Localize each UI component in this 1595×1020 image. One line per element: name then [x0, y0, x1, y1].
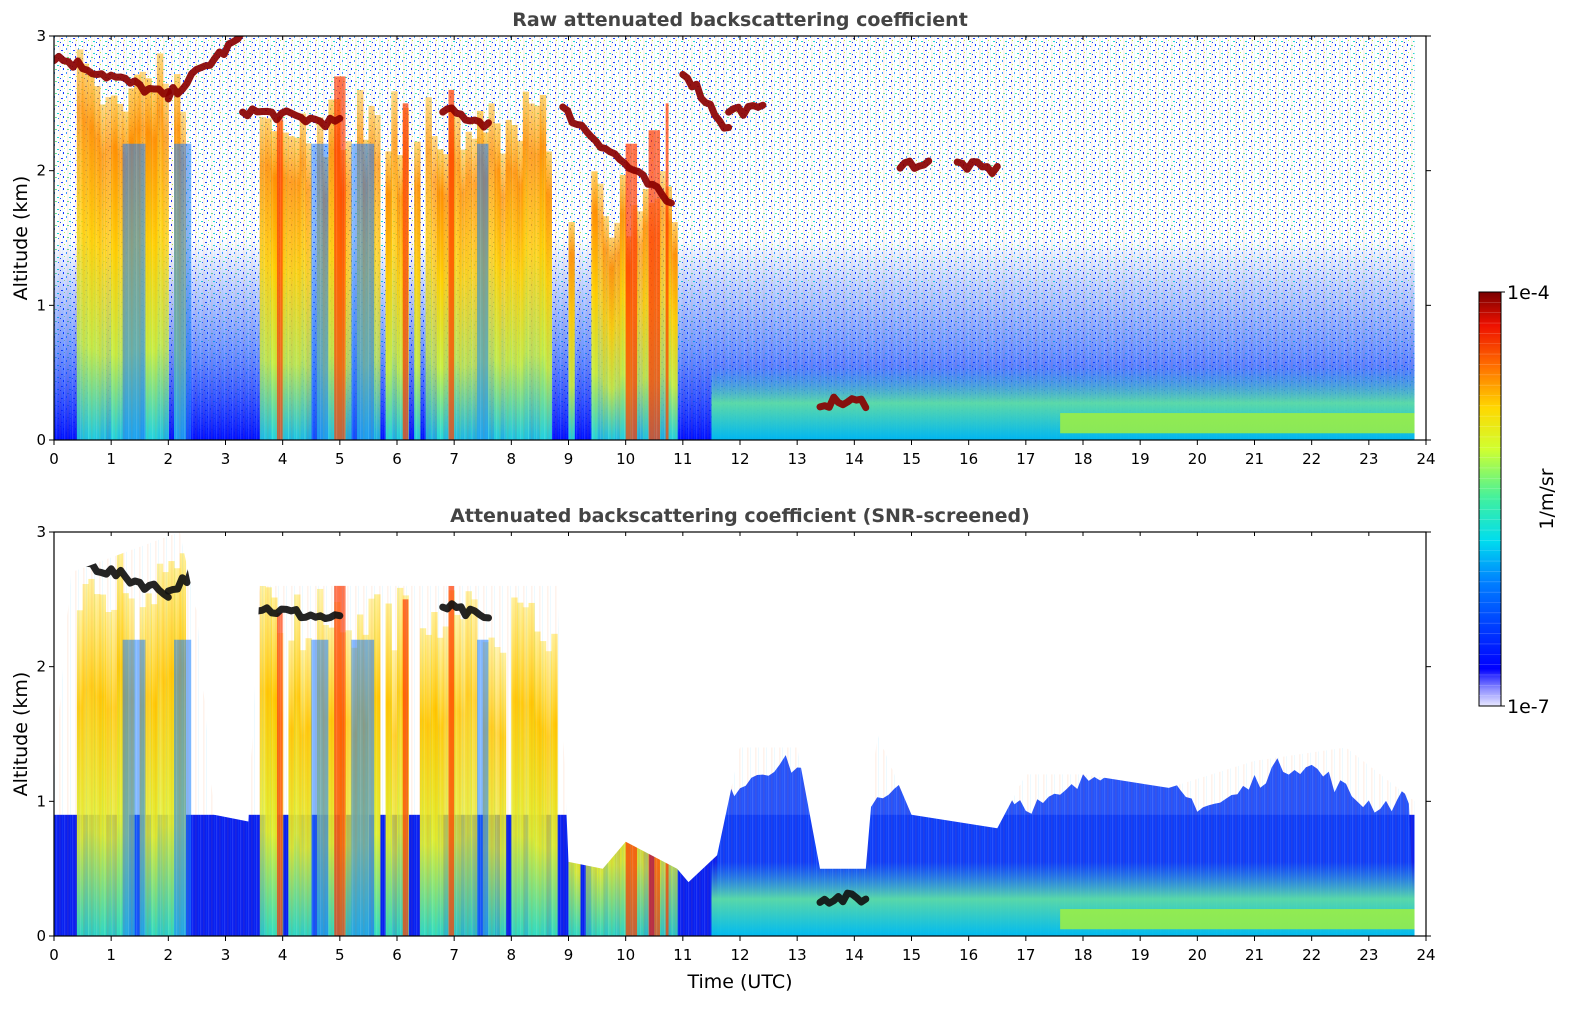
x-tick-label: 1 [106, 450, 116, 468]
screened-boundary-layer [711, 861, 1415, 936]
cloud-layer [54, 52, 172, 98]
panel-raw-y-axis: 0 1 2 3 [36, 27, 1431, 449]
x-tick-label: 23 [1359, 450, 1378, 468]
cloud-layer [953, 158, 1001, 177]
y-tick-label: 1 [36, 296, 46, 314]
x-tick-label: 17 [1016, 946, 1035, 964]
cloud-layer [164, 36, 244, 103]
x-tick-label: 5 [335, 946, 345, 964]
cloud-layer [896, 157, 933, 172]
x-tick-label: 13 [788, 450, 807, 468]
x-tick-label: 2 [164, 946, 174, 964]
y-tick-label: 1 [36, 792, 46, 810]
colorbar: 1e-4 1e-7 1/m/sr [1478, 282, 1558, 718]
x-tick-label: 14 [845, 450, 864, 468]
x-tick-label: 10 [616, 946, 635, 964]
x-tick-label: 2 [164, 450, 174, 468]
raw-no-data-region [1414, 36, 1426, 440]
y-tick-label: 2 [36, 658, 46, 676]
cloud-layer [439, 104, 492, 131]
panel-raw: Raw attenuated backscattering coefficien… [10, 9, 1436, 468]
screened-masked-region [54, 532, 1415, 883]
x-tick-label: 19 [1131, 946, 1150, 964]
y-tick-label: 0 [36, 927, 46, 945]
x-tick-label: 9 [564, 946, 574, 964]
x-tick-label: 3 [221, 450, 231, 468]
x-tick-label: 19 [1131, 450, 1150, 468]
x-tick-label: 5 [335, 450, 345, 468]
x-tick-label: 11 [673, 946, 692, 964]
x-tick-label: 23 [1359, 946, 1378, 964]
x-tick-label: 0 [49, 946, 59, 964]
x-tick-label: 7 [449, 450, 459, 468]
x-tick-label: 6 [392, 450, 402, 468]
raw-cloud-layers [54, 36, 1001, 412]
x-tick-label: 3 [221, 946, 231, 964]
screened-mask [54, 532, 1415, 883]
x-tick-label: 16 [959, 946, 978, 964]
x-tick-label: 18 [1073, 450, 1092, 468]
x-tick-label: 10 [616, 450, 635, 468]
panel-screened: Attenuated backscattering coefficient (S… [10, 505, 1436, 993]
raw-boundary-layer [711, 365, 1415, 440]
panel-raw-y-label: Altitude (km) [10, 176, 32, 301]
cloud-layer [816, 889, 870, 907]
screened-no-data-region [1414, 532, 1426, 936]
colorbar-label: 1/m/sr [1536, 468, 1558, 529]
x-tick-label: 21 [1245, 450, 1264, 468]
panel-raw-x-axis: 0 1 2 3 4 5 6 7 8 9 10 11 12 13 14 15 16 17 18 19 20 21 22 23 24 [49, 36, 1436, 468]
x-tick-label: 22 [1302, 946, 1321, 964]
x-tick-label: 7 [449, 946, 459, 964]
x-tick-label: 8 [507, 450, 517, 468]
x-tick-label: 22 [1302, 450, 1321, 468]
colorbar-gradient [1478, 291, 1502, 707]
x-tick-label: 12 [730, 946, 749, 964]
x-tick-label: 24 [1416, 450, 1435, 468]
x-tick-label: 13 [788, 946, 807, 964]
panel-screened-x-axis: 0 1 2 3 4 5 6 7 8 9 10 11 12 13 14 15 16 17 18 19 20 21 22 23 24 [49, 532, 1436, 964]
x-tick-label: 11 [673, 450, 692, 468]
y-tick-label: 2 [36, 162, 46, 180]
x-tick-label: 1 [106, 946, 116, 964]
y-tick-label: 3 [36, 27, 46, 45]
colorbar-steps [1479, 302, 1501, 696]
x-tick-label: 18 [1073, 946, 1092, 964]
cloud-layer [725, 101, 767, 119]
x-axis-label: Time (UTC) [686, 971, 792, 993]
x-tick-label: 20 [1188, 946, 1207, 964]
y-tick-label: 3 [36, 523, 46, 541]
cloud-layer [439, 600, 492, 622]
boundary-layer-top [1060, 909, 1415, 930]
x-tick-label: 6 [392, 946, 402, 964]
x-tick-label: 15 [902, 946, 921, 964]
colorbar-min-label: 1e-7 [1507, 696, 1550, 718]
x-tick-label: 12 [730, 450, 749, 468]
x-tick-label: 8 [507, 946, 517, 964]
x-tick-label: 4 [278, 450, 288, 468]
boundary-layer-top [1060, 413, 1415, 434]
cloud-layer [816, 393, 870, 412]
panel-screened-y-axis: 0 1 2 3 [36, 523, 1431, 945]
x-tick-label: 0 [49, 450, 59, 468]
x-tick-label: 9 [564, 450, 574, 468]
x-tick-label: 20 [1188, 450, 1207, 468]
y-tick-label: 0 [36, 431, 46, 449]
x-tick-label: 4 [278, 946, 288, 964]
x-tick-label: 17 [1016, 450, 1035, 468]
cloud-layer [239, 603, 344, 622]
panel-raw-title: Raw attenuated backscattering coefficien… [512, 9, 968, 31]
cloud-layer [559, 103, 675, 207]
cloud-layer [239, 105, 344, 131]
x-tick-label: 16 [959, 450, 978, 468]
panel-screened-title: Attenuated backscattering coefficient (S… [450, 505, 1030, 527]
colorbar-max-label: 1e-4 [1507, 282, 1550, 304]
panel-screened-y-label: Altitude (km) [10, 672, 32, 797]
x-tick-label: 21 [1245, 946, 1264, 964]
x-tick-label: 14 [845, 946, 864, 964]
cloud-layer [679, 71, 733, 132]
x-tick-label: 24 [1416, 946, 1435, 964]
x-tick-label: 15 [902, 450, 921, 468]
